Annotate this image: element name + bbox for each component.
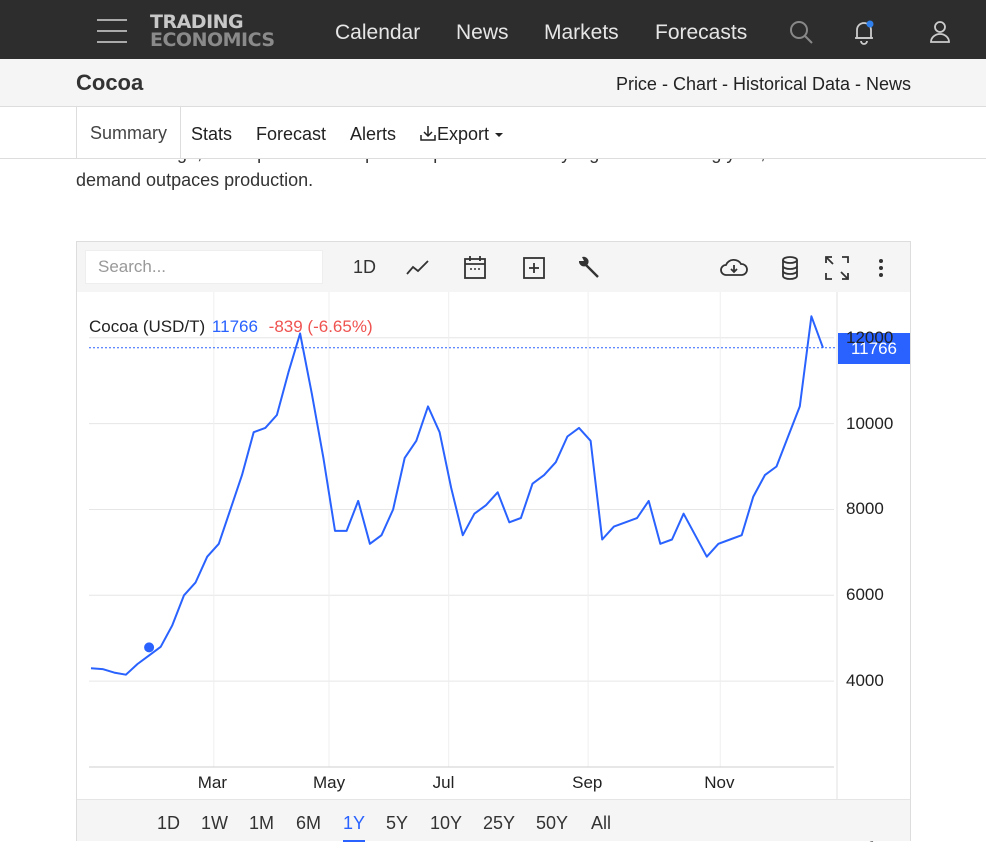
x-tick-label: Nov: [704, 773, 735, 792]
wrench-icon[interactable]: [576, 255, 602, 281]
x-tick-label: May: [313, 773, 346, 792]
last-price-tag: 11766: [838, 332, 910, 364]
tab-summary[interactable]: Summary: [76, 107, 182, 158]
sub-tabs: Summary Stats Forecast Alerts Export: [0, 107, 986, 159]
tab-alerts[interactable]: Alerts: [350, 124, 397, 144]
logo-line2: ECONOMICS: [150, 29, 275, 51]
interval-button[interactable]: 1D: [353, 257, 377, 277]
range-5y[interactable]: 5Y: [386, 813, 409, 833]
chart-legend: Cocoa (USD/T) 11766 -839 (-6.65%): [89, 317, 373, 337]
event-marker: [144, 642, 155, 653]
range-1d[interactable]: 1D: [157, 813, 181, 833]
legend-price: 11766: [211, 317, 258, 336]
range-25y[interactable]: 25Y: [483, 813, 516, 833]
x-tick-label: Jul: [432, 773, 455, 792]
user-icon[interactable]: [926, 18, 954, 46]
y-tick-label: 10000: [846, 413, 894, 433]
page-title: Cocoa: [76, 70, 144, 95]
range-10y[interactable]: 10Y: [430, 813, 463, 833]
range-1m[interactable]: 1M: [249, 813, 275, 833]
fullscreen-icon[interactable]: [824, 255, 850, 281]
nav-calendar[interactable]: Calendar: [335, 21, 421, 44]
logo-line1: TRADING: [150, 11, 244, 33]
chart-area[interactable]: Cocoa (USD/T) 11766 -839 (-6.65%) 11766 …: [77, 292, 910, 842]
series-line: [90, 315, 824, 676]
y-tick-label: 4000: [846, 671, 884, 691]
price-chart[interactable]: [77, 292, 910, 799]
download-cloud-icon[interactable]: [719, 255, 749, 281]
bell-icon[interactable]: [850, 18, 878, 46]
range-1y[interactable]: 1Y: [343, 813, 366, 842]
search-input[interactable]: [85, 250, 323, 284]
menu-icon[interactable]: [97, 19, 127, 43]
range-50y[interactable]: 50Y: [536, 813, 569, 833]
article-line: demand outpaces production.: [76, 170, 314, 190]
more-icon[interactable]: [868, 255, 894, 281]
tab-stats[interactable]: Stats: [191, 124, 233, 144]
calendar-icon[interactable]: [462, 255, 488, 281]
plus-box-icon[interactable]: [521, 255, 547, 281]
title-bar: Cocoa Price - Chart - Historical Data - …: [0, 59, 986, 107]
nav-news[interactable]: News: [456, 21, 509, 44]
top-nav: TRADING ECONOMICS Calendar News Markets …: [0, 0, 986, 59]
nav-markets[interactable]: Markets: [544, 21, 619, 44]
search-icon[interactable]: [787, 18, 815, 46]
y-tick-label: 8000: [846, 499, 884, 519]
x-tick-label: Sep: [572, 773, 603, 792]
caret-down-icon: [495, 133, 504, 137]
nav-forecasts[interactable]: Forecasts: [655, 21, 748, 44]
range-1w[interactable]: 1W: [201, 813, 228, 833]
x-tick-label: Mar: [197, 773, 228, 792]
legend-change: -839 (-6.65%): [268, 317, 373, 336]
range-all[interactable]: All: [591, 813, 612, 833]
export-label: Export: [437, 124, 490, 144]
line-chart-icon[interactable]: [405, 255, 431, 281]
range-6m[interactable]: 6M: [296, 813, 322, 833]
tab-forecast[interactable]: Forecast: [256, 124, 327, 144]
legend-name: Cocoa (USD/T): [89, 317, 206, 336]
chart-toolbar: 1D: [77, 242, 910, 292]
logo[interactable]: TRADING ECONOMICS: [150, 13, 275, 50]
y-tick-label: 6000: [846, 585, 884, 605]
y-tick-label: 12000: [846, 327, 894, 347]
download-icon: [420, 126, 436, 141]
breadcrumb[interactable]: Price - Chart - Historical Data - News: [615, 74, 911, 94]
range-selector: 1D 1W 1M 6M 1Y 5Y 10Y 25Y 50Y All: [77, 799, 910, 842]
chart-widget: 1D: [76, 241, 911, 842]
tab-export[interactable]: Export: [419, 124, 504, 145]
database-icon[interactable]: [777, 255, 803, 281]
